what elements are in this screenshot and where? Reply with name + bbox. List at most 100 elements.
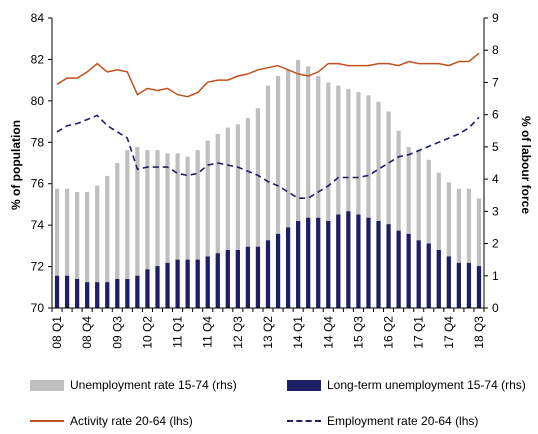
unemployment-bar: [306, 66, 311, 308]
unemployment-bar: [145, 150, 150, 308]
x-tick-label: 17 Q4: [442, 316, 456, 349]
y-right-tick-label: 3: [492, 204, 499, 218]
unemployment-bar: [346, 88, 351, 308]
unemployment-bar: [85, 192, 90, 308]
long-term-unemployment-bar: [165, 262, 170, 308]
unemployment-bar: [135, 146, 140, 308]
unemployment-bar: [205, 140, 210, 308]
x-tick-label: 14 Q4: [321, 316, 335, 349]
legend-label-long-term-unemployment: Long-term unemployment 15-74 (rhs): [327, 378, 526, 392]
x-tick-label: 08 Q1: [50, 316, 64, 349]
unemployment-bar: [476, 198, 482, 308]
y-axis-left-title: % of population: [9, 120, 23, 210]
x-tick-label: 14 Q1: [291, 316, 305, 349]
long-term-unemployment-bar: [145, 269, 150, 308]
y-left-tick-label: 80: [31, 94, 45, 108]
unemployment-bar: [165, 153, 170, 308]
unemployment-bar: [406, 146, 411, 308]
long-term-unemployment-bar: [336, 214, 341, 308]
unemployment-bar: [95, 185, 100, 308]
long-term-unemployment-bar: [235, 250, 240, 308]
y-right-tick-label: 4: [492, 172, 499, 186]
unemployment-bar: [255, 108, 261, 308]
long-term-unemployment-bar: [356, 214, 361, 308]
long-term-unemployment-bar: [386, 224, 391, 308]
y-left-tick-label: 70: [31, 301, 45, 315]
unemployment-bar: [426, 159, 431, 308]
x-tick-label: 11 Q4: [201, 316, 215, 348]
y-axis-right-title: % of labour force: [519, 116, 533, 214]
unemployment-bar: [275, 76, 281, 308]
unemployment-bar: [175, 153, 180, 308]
y-right-tick-label: 9: [492, 11, 499, 25]
unemployment-bar: [336, 85, 341, 309]
y-right-tick-label: 6: [492, 108, 499, 122]
y-left-tick-label: 78: [31, 135, 45, 149]
long-term-unemployment-bar: [115, 279, 120, 308]
long-term-unemployment-bar: [456, 262, 461, 308]
unemployment-bar: [456, 188, 461, 308]
long-term-unemployment-bar: [75, 279, 80, 308]
long-term-unemployment-bar: [265, 240, 271, 308]
y-right-tick-label: 8: [492, 43, 499, 57]
long-term-unemployment-bar: [446, 256, 451, 308]
long-term-unemployment-bar: [225, 250, 230, 308]
long-term-unemployment-bar: [406, 233, 411, 308]
legend-swatch-activity-rate: [30, 420, 64, 422]
unemployment-bar: [386, 111, 391, 308]
long-term-unemployment-bar: [396, 230, 401, 308]
unemployment-bar: [64, 188, 70, 308]
long-term-unemployment-bar: [376, 221, 381, 308]
x-tick-label: 08 Q4: [80, 316, 94, 349]
long-term-unemployment-bar: [54, 275, 60, 308]
long-term-unemployment-bar: [175, 259, 180, 308]
long-term-unemployment-bar: [306, 217, 311, 308]
unemployment-bar: [125, 150, 130, 308]
legend-label-unemployment: Unemployment rate 15-74 (rhs): [70, 378, 237, 392]
unemployment-bar: [105, 175, 110, 308]
unemployment-bar: [245, 117, 251, 308]
long-term-unemployment-bar: [195, 259, 200, 308]
legend-item-employment-rate: Employment rate 20-64 (lhs): [287, 414, 478, 428]
x-tick-label: 09 Q3: [110, 316, 124, 349]
long-term-unemployment-bar: [185, 259, 190, 308]
unemployment-bar: [326, 82, 331, 308]
x-tick-label: 16 Q2: [382, 316, 396, 349]
legend: Unemployment rate 15-74 (rhs) Long-term …: [0, 378, 538, 434]
long-term-unemployment-bar: [205, 256, 210, 308]
unemployment-bar: [446, 182, 451, 308]
long-term-unemployment-bar: [255, 246, 261, 308]
x-tick-label: 13 Q2: [261, 316, 275, 349]
x-tick-label: 11 Q1: [171, 316, 185, 348]
long-term-unemployment-bar: [285, 227, 291, 308]
long-term-unemployment-bar: [296, 221, 301, 308]
y-right-tick-label: 5: [492, 140, 499, 154]
long-term-unemployment-bar: [476, 266, 482, 308]
unemployment-bar: [75, 192, 80, 308]
long-term-unemployment-bar: [436, 250, 441, 308]
unemployment-bar: [115, 163, 120, 308]
unemployment-bar: [265, 85, 271, 309]
long-term-unemployment-bar: [215, 253, 220, 308]
y-right-tick-label: 1: [492, 269, 499, 283]
unemployment-bar: [155, 150, 160, 308]
legend-label-employment-rate: Employment rate 20-64 (lhs): [327, 414, 479, 428]
long-term-unemployment-bar: [155, 266, 160, 308]
x-tick-label: 15 Q3: [351, 316, 365, 349]
long-term-unemployment-bar: [245, 246, 251, 308]
unemployment-bar: [356, 92, 361, 308]
unemployment-bar: [54, 188, 60, 308]
y-left-tick-label: 84: [31, 11, 45, 25]
long-term-unemployment-bar: [466, 262, 472, 308]
unemployment-bar: [285, 69, 291, 308]
legend-swatch-long-term-unemployment: [287, 379, 321, 391]
legend-item-unemployment: Unemployment rate 15-74 (rhs): [30, 378, 237, 392]
y-right-tick-label: 2: [492, 237, 499, 251]
unemployment-bar: [215, 134, 220, 308]
y-right-tick-label: 7: [492, 75, 499, 89]
long-term-unemployment-bar: [135, 275, 140, 308]
legend-swatch-unemployment: [30, 379, 64, 391]
long-term-unemployment-bar: [125, 279, 130, 308]
